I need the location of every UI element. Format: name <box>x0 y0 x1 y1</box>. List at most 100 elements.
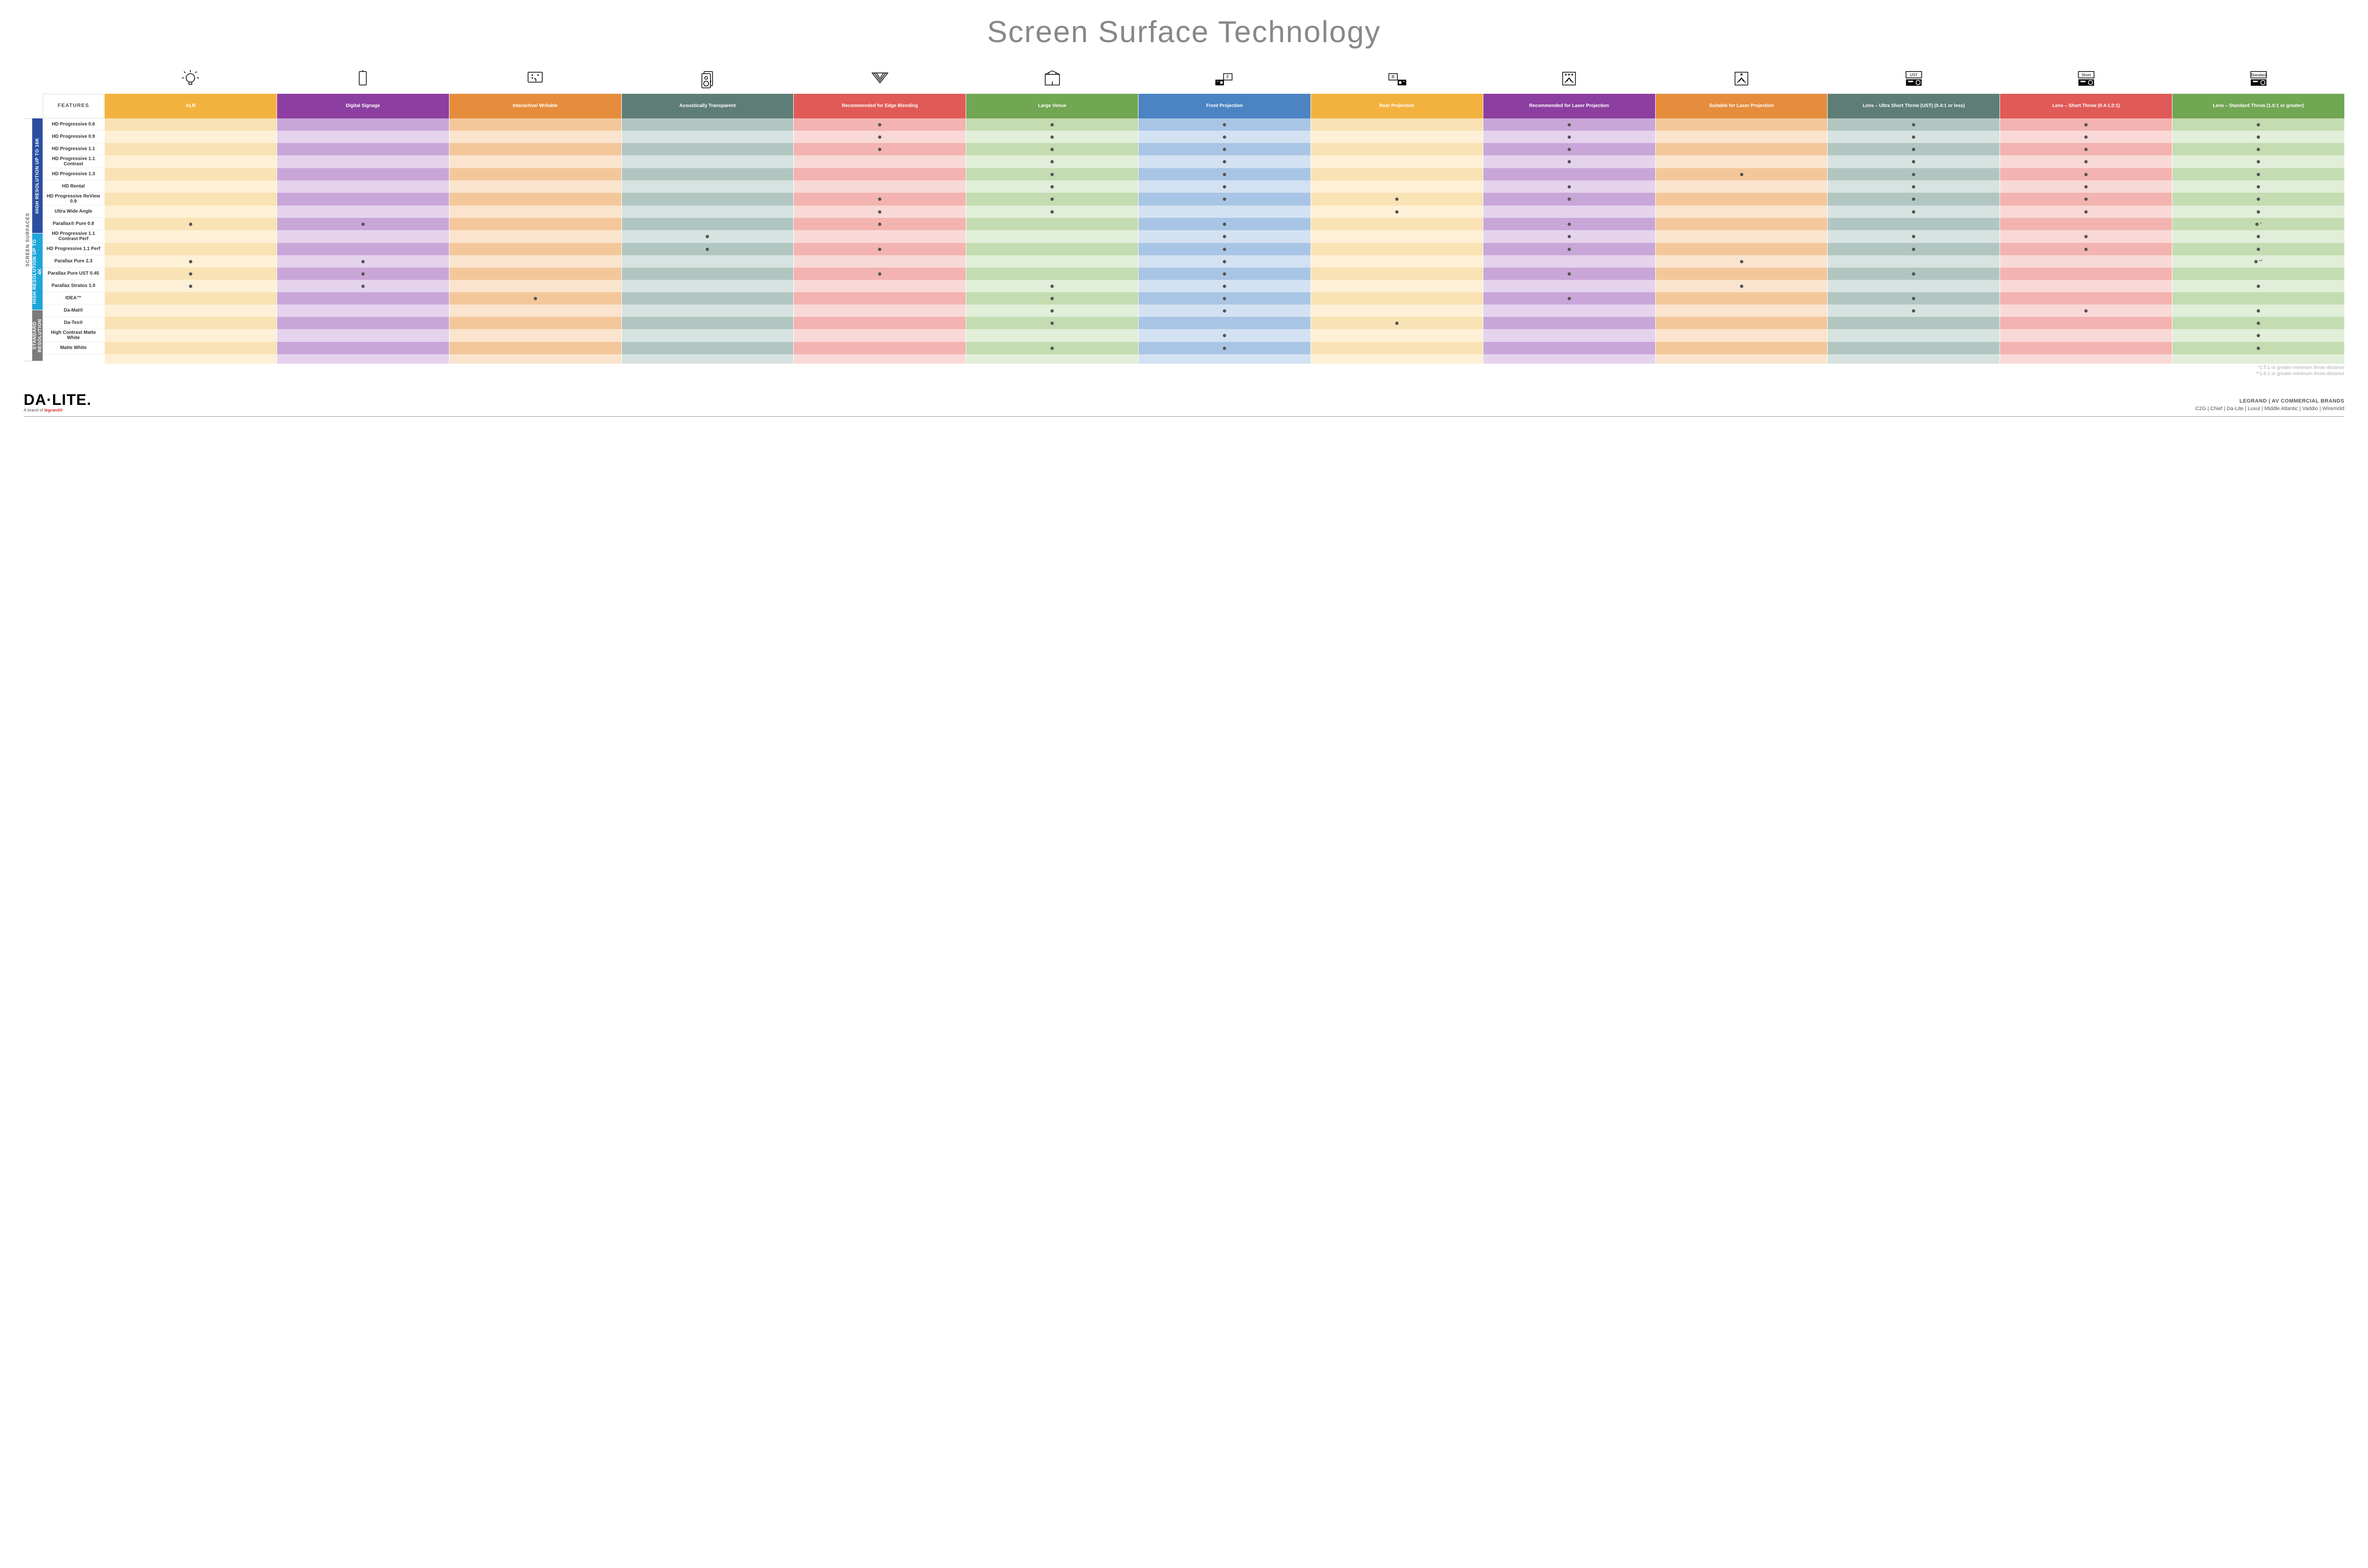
cell-rear <box>1311 317 1483 329</box>
cell-rear <box>1311 168 1483 180</box>
cell-short <box>2000 329 2172 342</box>
cell-alr <box>105 268 277 280</box>
cell-rear <box>1311 131 1483 143</box>
table-row: Parallax Pure UST 0.45 <box>43 268 2344 280</box>
cell-short <box>2000 131 2172 143</box>
cell-rec_lsr <box>1483 329 1655 342</box>
cell-rear <box>1311 255 1483 268</box>
table-row: Da-Mat® <box>43 305 2344 317</box>
alr-icon <box>105 63 277 94</box>
cell-large <box>966 131 1138 143</box>
cell-acoustic <box>622 305 794 317</box>
cell-std <box>2172 206 2344 218</box>
cell-rec_lsr <box>1483 118 1655 131</box>
footer-bar: DA·LITE. A brand of legrand® LEGRAND | A… <box>24 391 2344 417</box>
cell-interact <box>449 342 621 354</box>
row-label: HD Rental <box>43 180 104 193</box>
cell-short <box>2000 143 2172 155</box>
features-header: FEATURES <box>43 94 104 118</box>
cell-suit_lsr <box>1656 329 1828 342</box>
cell-large <box>966 292 1138 305</box>
table-row: IDEA™ <box>43 292 2344 305</box>
cell-acoustic <box>622 255 794 268</box>
row-label: Ultra Wide Angle <box>43 206 104 218</box>
table-row: Da-Tex® <box>43 317 2344 329</box>
cell-acoustic <box>622 168 794 180</box>
cell-front <box>1139 243 1310 255</box>
cell-signage <box>277 180 449 193</box>
cell-rear <box>1311 193 1483 206</box>
cell-rear <box>1311 118 1483 131</box>
cell-acoustic <box>622 155 794 168</box>
col-header-front: Front Projection <box>1139 94 1310 118</box>
cell-signage <box>277 268 449 280</box>
cell-short <box>2000 193 2172 206</box>
cell-std <box>2172 342 2344 354</box>
cell-rec_lsr <box>1483 180 1655 193</box>
cell-alr <box>105 168 277 180</box>
cell-rear <box>1311 305 1483 317</box>
cell-rear <box>1311 230 1483 243</box>
table-row: HD Progressive ReView 0.9 <box>43 193 2344 206</box>
cell-front <box>1139 329 1310 342</box>
cell-edge <box>794 292 966 305</box>
footnote: **1.8:1 or greater minimum throw distanc… <box>24 371 2344 377</box>
cell-std <box>2172 131 2344 143</box>
cell-edge <box>794 218 966 230</box>
cell-large <box>966 280 1138 292</box>
footer-tint-bar <box>43 354 2344 364</box>
cell-interact <box>449 118 621 131</box>
cell-large <box>966 118 1138 131</box>
cell-acoustic <box>622 131 794 143</box>
cell-front <box>1139 131 1310 143</box>
footnotes: *1.5:1 or greater minimum throw distance… <box>24 365 2344 377</box>
cell-suit_lsr <box>1656 255 1828 268</box>
cell-suit_lsr <box>1656 206 1828 218</box>
cell-rec_lsr <box>1483 168 1655 180</box>
cell-edge <box>794 342 966 354</box>
cell-std <box>2172 280 2344 292</box>
cell-suit_lsr <box>1656 268 1828 280</box>
cell-rec_lsr <box>1483 292 1655 305</box>
cell-signage <box>277 329 449 342</box>
row-label: Matte White <box>43 342 104 354</box>
cell-suit_lsr <box>1656 342 1828 354</box>
cell-suit_lsr <box>1656 193 1828 206</box>
cell-suit_lsr <box>1656 305 1828 317</box>
cell-rec_lsr <box>1483 206 1655 218</box>
cell-short <box>2000 317 2172 329</box>
cell-edge <box>794 155 966 168</box>
cell-rec_lsr <box>1483 230 1655 243</box>
cell-short <box>2000 230 2172 243</box>
cell-edge <box>794 280 966 292</box>
cell-ust <box>1828 218 2000 230</box>
cell-rec_lsr <box>1483 305 1655 317</box>
cell-suit_lsr <box>1656 168 1828 180</box>
cell-front <box>1139 268 1310 280</box>
cell-front <box>1139 168 1310 180</box>
cell-interact <box>449 280 621 292</box>
cell-alr <box>105 143 277 155</box>
cell-rec_lsr <box>1483 155 1655 168</box>
cell-alr <box>105 317 277 329</box>
table-row: HD Rental <box>43 180 2344 193</box>
cell-short <box>2000 268 2172 280</box>
cell-suit_lsr <box>1656 143 1828 155</box>
cell-edge <box>794 118 966 131</box>
edge-icon <box>794 63 966 94</box>
cell-large <box>966 206 1138 218</box>
cell-rec_lsr <box>1483 143 1655 155</box>
col-header-acoustic: Acoustically Transparent <box>622 94 794 118</box>
row-label: Da-Mat® <box>43 305 104 317</box>
cell-signage <box>277 131 449 143</box>
cell-interact <box>449 180 621 193</box>
cell-acoustic <box>622 268 794 280</box>
cell-alr <box>105 180 277 193</box>
cell-edge <box>794 255 966 268</box>
cell-front <box>1139 155 1310 168</box>
cell-front <box>1139 305 1310 317</box>
suit_lsr-icon: ★ <box>1656 63 1828 94</box>
cell-signage <box>277 218 449 230</box>
row-label: HD Progressive 0.9 <box>43 131 104 143</box>
cell-alr <box>105 280 277 292</box>
